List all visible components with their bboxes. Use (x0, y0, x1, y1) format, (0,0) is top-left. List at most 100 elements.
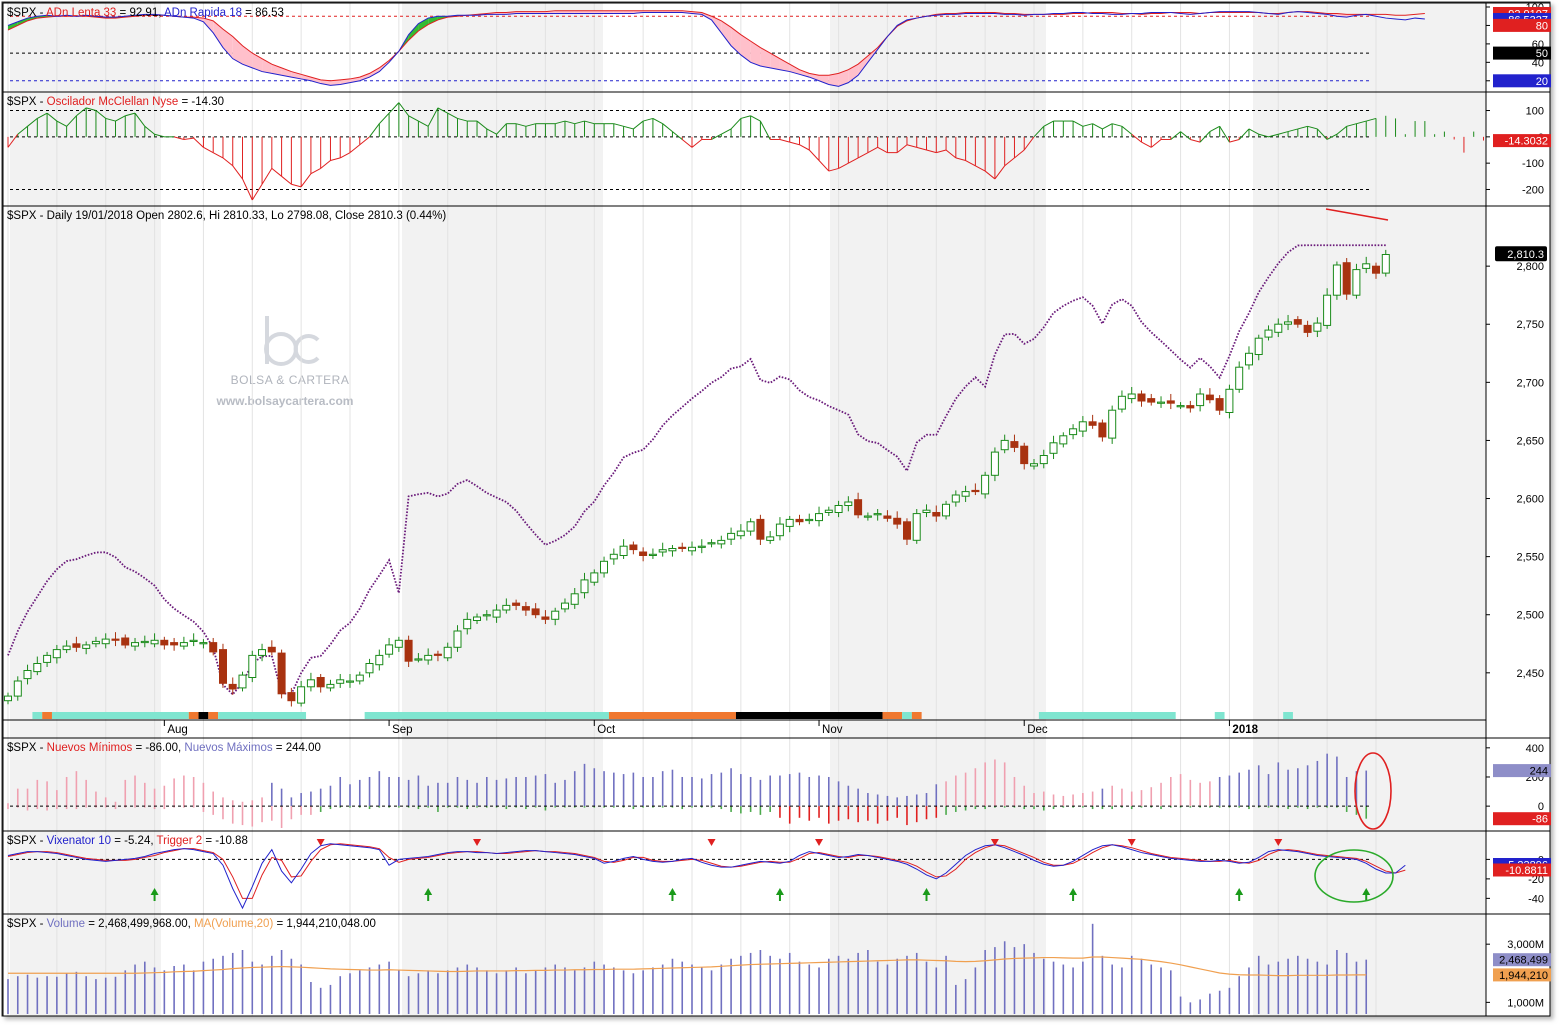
candle (727, 532, 736, 540)
osc-line (408, 115, 419, 122)
value-badge-bg (1493, 968, 1551, 982)
osc-line (1346, 123, 1357, 127)
month-band (402, 206, 603, 738)
candle (1069, 428, 1078, 436)
date-label: Oct (597, 724, 616, 736)
date-label: Aug (167, 724, 187, 736)
value-badge-bg (1493, 18, 1551, 32)
candle (922, 509, 931, 514)
osc-line (643, 117, 654, 122)
osc-line (1121, 125, 1133, 135)
osc-line (339, 152, 351, 159)
osc-line (300, 173, 312, 188)
osc-line (183, 137, 194, 140)
candle (912, 513, 921, 541)
osc-line (1131, 133, 1142, 143)
osc-line (86, 107, 97, 112)
osc-line (1023, 136, 1035, 151)
tick-label: 2,600 (1516, 494, 1544, 506)
month-band (830, 738, 1046, 831)
date-label: Sep (392, 724, 412, 736)
osc-line (691, 139, 703, 148)
candle (52, 649, 61, 659)
candle (375, 654, 384, 666)
trend-session-bar (364, 712, 609, 719)
down-arrow-icon (815, 839, 824, 846)
osc-line (232, 165, 243, 180)
tick-label: 2,800 (1516, 261, 1544, 273)
candle (1147, 398, 1156, 403)
candle (248, 654, 257, 679)
candle (267, 646, 276, 653)
panel-adn: 10080604020$SPX - ADn Lenta 33 = 92.91, … (2, 2, 1551, 93)
candle (707, 542, 716, 545)
candle (1274, 323, 1283, 333)
candle (932, 512, 941, 517)
up-arrow-icon (775, 888, 784, 895)
candle (492, 609, 501, 618)
candle (424, 654, 433, 661)
candle (580, 579, 589, 594)
osc-line (105, 117, 116, 122)
osc-line (564, 120, 575, 125)
candle (1098, 422, 1107, 438)
osc-line (154, 133, 165, 138)
panel-title: $SPX - Nuevos Mínimos = -86.00, Nuevos M… (7, 742, 321, 754)
candle (1313, 322, 1322, 332)
candle (336, 679, 345, 684)
candle (570, 593, 579, 605)
cloud-segment (242, 45, 253, 68)
osc-line (975, 165, 986, 172)
cloud-segment (828, 73, 839, 87)
series-line (7, 843, 1406, 899)
value-badge-bg (1493, 46, 1551, 60)
osc-line (95, 110, 107, 119)
osc-line (134, 112, 146, 127)
panel-title: $SPX - Volume = 2,468,499,968.00, MA(Vol… (7, 918, 376, 930)
panel-vixenator: 0-20-40$SPX - Vixenator 10 = -5.24, Trig… (2, 830, 1551, 915)
osc-line (1278, 131, 1289, 135)
osc-line (1102, 123, 1113, 130)
osc-line (291, 183, 302, 188)
candle (1039, 455, 1048, 465)
candle (1117, 395, 1126, 410)
value-badge-bg (1493, 812, 1551, 826)
osc-line (66, 115, 77, 127)
date-label: Nov (822, 724, 843, 736)
candle (482, 614, 491, 617)
up-arrow-icon (1069, 888, 1078, 895)
candle (258, 649, 266, 656)
month-band (402, 92, 603, 206)
osc-line (369, 123, 380, 138)
candle (903, 521, 911, 540)
candle (1352, 269, 1361, 296)
candle (1245, 352, 1253, 366)
tick-label: 3,000M (1507, 939, 1544, 951)
osc-line (1180, 131, 1191, 140)
value-badge-label: -86 (1532, 814, 1548, 826)
cloud-segment (262, 58, 272, 74)
candle (91, 640, 100, 645)
month-band (830, 914, 1046, 1016)
candle (629, 544, 638, 551)
candle (72, 643, 81, 648)
osc-line (7, 133, 19, 148)
osc-line (1190, 138, 1201, 143)
trend-session-bar (902, 712, 912, 719)
candle (453, 630, 462, 648)
month-band (1253, 206, 1486, 738)
candle (150, 639, 159, 645)
tick-label: 0 (1538, 801, 1544, 813)
candle (1059, 435, 1068, 445)
osc-line (1209, 125, 1220, 133)
candle (1108, 409, 1117, 439)
osc-line (212, 152, 224, 159)
candle (13, 680, 22, 697)
candle (521, 606, 530, 611)
osc-line (672, 131, 683, 140)
candle (746, 521, 755, 532)
osc-line (330, 157, 341, 162)
candle (82, 644, 91, 649)
osc-line (926, 149, 937, 154)
